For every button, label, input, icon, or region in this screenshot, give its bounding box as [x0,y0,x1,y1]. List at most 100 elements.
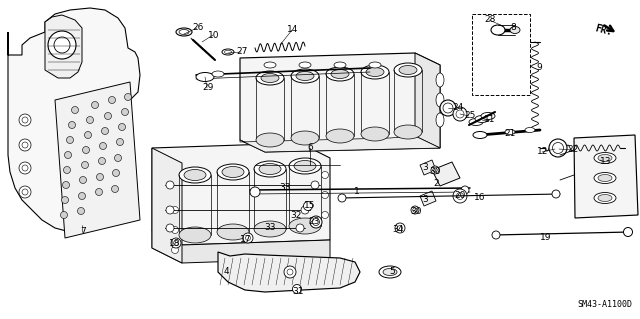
Ellipse shape [399,65,417,75]
Text: 31: 31 [292,286,304,295]
Polygon shape [420,191,436,206]
Circle shape [92,101,99,108]
Ellipse shape [443,103,453,113]
Polygon shape [415,53,440,148]
Ellipse shape [225,50,232,54]
Circle shape [22,117,28,123]
Circle shape [166,224,174,232]
Circle shape [303,202,312,211]
Text: 10: 10 [208,31,220,40]
Ellipse shape [291,131,319,145]
Ellipse shape [326,67,354,81]
Polygon shape [432,162,460,186]
Polygon shape [574,135,638,218]
Ellipse shape [294,160,316,172]
Ellipse shape [312,219,319,226]
Circle shape [246,235,250,241]
Circle shape [125,93,131,100]
Circle shape [19,139,31,151]
Circle shape [22,165,28,171]
Circle shape [79,176,86,183]
Text: 25: 25 [464,112,476,121]
Text: 27: 27 [236,48,248,56]
Ellipse shape [552,143,563,153]
Polygon shape [218,252,360,292]
Circle shape [104,113,111,120]
Circle shape [63,167,70,174]
Text: 33: 33 [279,183,291,192]
Ellipse shape [436,73,444,87]
Ellipse shape [369,62,381,68]
Circle shape [65,152,72,159]
Ellipse shape [212,71,224,77]
Circle shape [54,37,70,53]
Text: 26: 26 [192,24,204,33]
Circle shape [84,131,92,138]
Ellipse shape [179,167,211,183]
Circle shape [301,206,309,214]
Text: 13: 13 [600,158,612,167]
Ellipse shape [366,68,384,77]
Circle shape [63,182,70,189]
Ellipse shape [256,71,284,85]
Ellipse shape [289,158,321,174]
Circle shape [166,206,174,214]
Ellipse shape [179,29,189,34]
Ellipse shape [505,130,515,135]
Text: 8: 8 [510,24,516,33]
Ellipse shape [379,266,401,278]
Ellipse shape [217,224,249,240]
Ellipse shape [598,195,612,202]
Text: 15: 15 [304,201,316,210]
Circle shape [118,123,125,130]
Ellipse shape [254,221,286,237]
Circle shape [86,116,93,123]
Circle shape [172,226,179,234]
Ellipse shape [176,28,192,36]
Ellipse shape [296,71,314,80]
Ellipse shape [598,174,612,182]
Ellipse shape [413,208,417,212]
Ellipse shape [431,166,439,174]
Ellipse shape [256,133,284,147]
Ellipse shape [261,73,279,83]
Text: 23: 23 [308,218,320,226]
Text: 22: 22 [568,145,579,154]
Circle shape [321,211,328,219]
Ellipse shape [549,139,567,157]
Ellipse shape [326,129,354,143]
Circle shape [492,231,500,239]
Ellipse shape [594,173,616,183]
Circle shape [552,190,560,198]
Ellipse shape [179,227,211,243]
Circle shape [292,285,301,293]
Ellipse shape [361,65,389,79]
Polygon shape [55,82,140,238]
Text: 33: 33 [264,224,276,233]
Ellipse shape [433,168,437,172]
Ellipse shape [310,216,322,228]
Ellipse shape [184,169,206,181]
Circle shape [61,211,67,219]
Circle shape [48,31,76,59]
Text: 9: 9 [536,63,542,72]
Text: 16: 16 [474,194,486,203]
Circle shape [81,161,88,168]
Ellipse shape [259,164,281,174]
Circle shape [311,181,319,189]
Circle shape [72,107,79,114]
Text: 6: 6 [307,144,313,152]
Ellipse shape [469,118,483,125]
Circle shape [243,233,253,243]
Circle shape [22,189,28,195]
Circle shape [115,154,122,161]
Ellipse shape [299,62,311,68]
Ellipse shape [525,128,535,132]
Ellipse shape [331,70,349,78]
Text: SM43-A1100D: SM43-A1100D [577,300,632,309]
Polygon shape [240,136,440,152]
Circle shape [453,189,467,203]
Ellipse shape [436,113,444,127]
Text: 5: 5 [389,266,395,276]
Ellipse shape [254,161,286,177]
